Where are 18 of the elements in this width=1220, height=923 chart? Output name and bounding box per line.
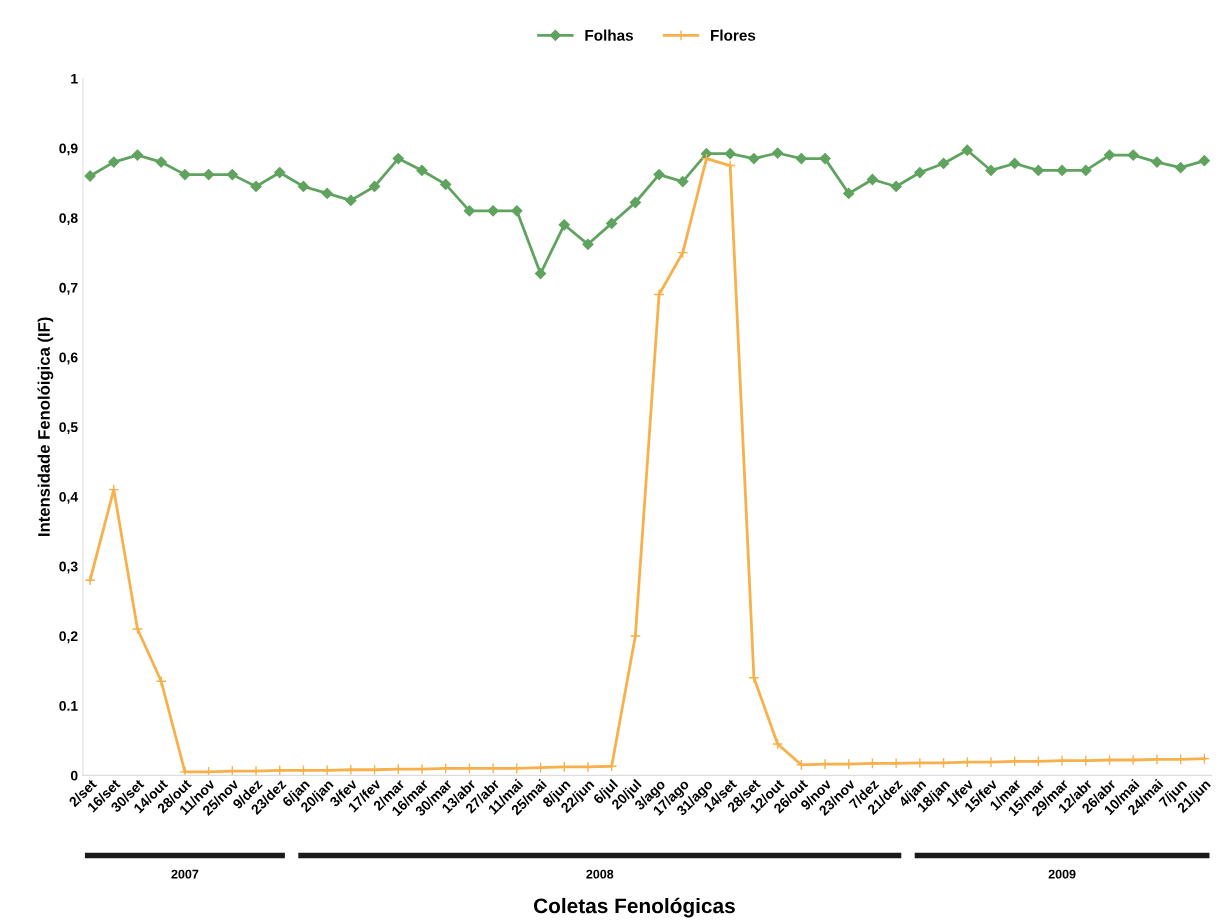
text: 2007 [171,869,199,879]
y-axis-title: Intensidade Fenolóigica (IF) [37,317,54,536]
legend-label: Folhas [585,29,633,41]
text: 2008 [586,869,614,879]
y-tick-label: 1 [71,73,78,84]
legend-label: Flores [711,29,756,41]
y-tick-label: 0,7 [59,282,78,295]
x-axis-title: Coletas Fenológicas [533,897,735,918]
y-tick-label: 0,6 [59,352,78,365]
y-tick-label: 0,9 [59,143,78,156]
y-tick-label: 0,3 [59,561,78,574]
y-tick-label: 0,2 [59,631,78,644]
y-tick-label: 0,8 [59,213,78,226]
y-tick-label: 0,5 [59,422,78,435]
y-tick-label: 0.1 [59,700,78,711]
y-tick-label: 0,4 [59,491,79,504]
text: 2009 [1048,869,1076,879]
y-tick-label: 0 [70,770,78,781]
